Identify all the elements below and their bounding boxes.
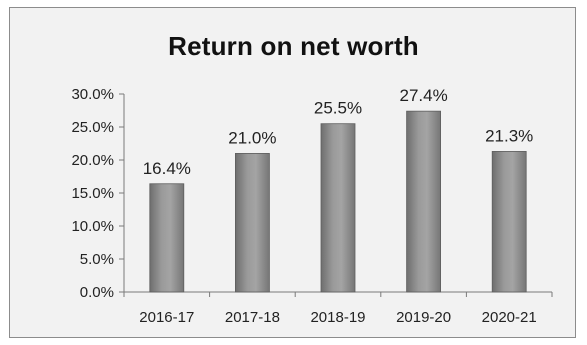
y-tick-label: 20.0% [71, 152, 114, 169]
bar [234, 152, 270, 293]
x-tick-label: 2019-20 [396, 309, 451, 326]
data-label: 21.0% [228, 128, 276, 147]
x-tick-label: 2016-17 [139, 309, 194, 326]
x-tick-label: 2020-21 [482, 309, 537, 326]
y-tick-label: 15.0% [71, 185, 114, 202]
y-tick-label: 25.0% [71, 119, 114, 136]
y-tick-label: 0.0% [80, 284, 114, 301]
bar [406, 110, 442, 293]
bar [320, 123, 356, 293]
data-label: 27.4% [399, 86, 447, 105]
data-label: 21.3% [485, 126, 533, 145]
data-label: 25.5% [314, 99, 362, 118]
x-tick-label: 2018-19 [310, 309, 365, 326]
bar [491, 151, 527, 293]
x-tick-label: 2017-18 [225, 309, 280, 326]
chart-title: Return on net worth [168, 31, 419, 61]
data-label: 16.4% [143, 159, 191, 178]
y-tick-label: 30.0% [71, 86, 114, 103]
bar [149, 183, 185, 293]
y-tick-label: 10.0% [71, 218, 114, 235]
y-tick-label: 5.0% [80, 251, 114, 268]
chart-frame [9, 7, 576, 338]
